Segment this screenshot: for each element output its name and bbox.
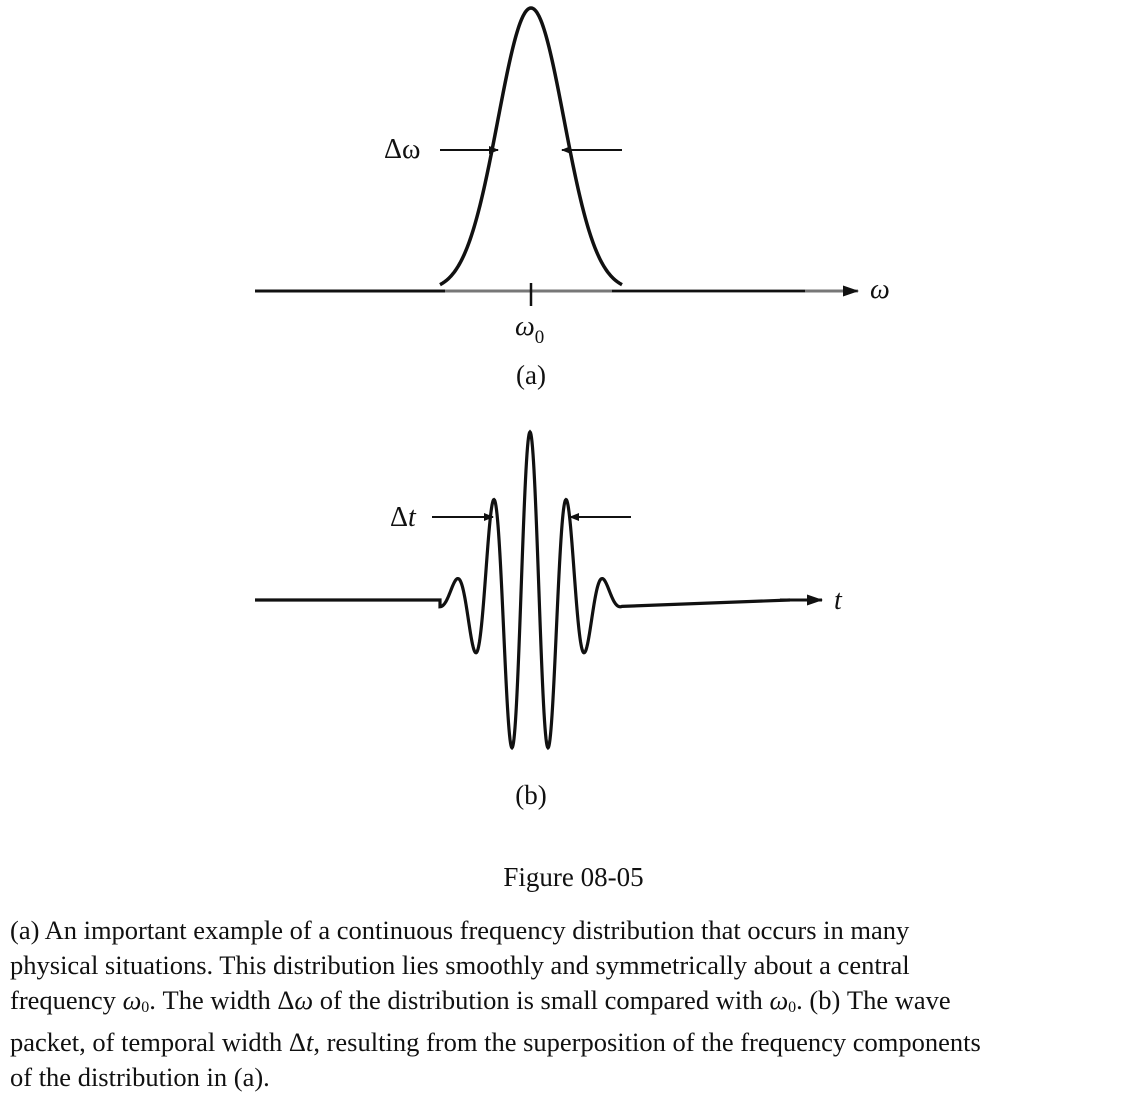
omega-zero-label: ω0: [515, 311, 544, 348]
panel-a-label: (a): [516, 360, 546, 390]
t-axis-label: t: [834, 585, 843, 616]
panel-b-label: (b): [515, 780, 546, 810]
panel-a: Δω ω ω0 (a): [255, 6, 890, 390]
figure-diagram: Δω ω ω0 (a) Δt t (b): [255, 6, 890, 810]
caption-line: physical situations. This distribution l…: [10, 950, 910, 980]
figure-title: Figure 08-05: [503, 862, 644, 892]
caption-line: of the distribution in (a).: [10, 1062, 270, 1092]
panel-b: Δt t (b): [255, 429, 843, 810]
caption-line: packet, of temporal width Δt, resulting …: [10, 1027, 981, 1057]
gaussian-distribution-curve: [439, 6, 623, 287]
delta-omega-label: Δω: [384, 134, 420, 165]
delta-t-label: Δt: [390, 502, 417, 533]
caption-line: frequency ω0. The width Δω of the distri…: [10, 985, 951, 1016]
figure-caption: (a) An important example of a continuous…: [10, 913, 1147, 1095]
omega-axis-label: ω: [870, 274, 890, 305]
wave-packet-curve: [255, 429, 791, 751]
caption-line: (a) An important example of a continuous…: [10, 915, 910, 945]
